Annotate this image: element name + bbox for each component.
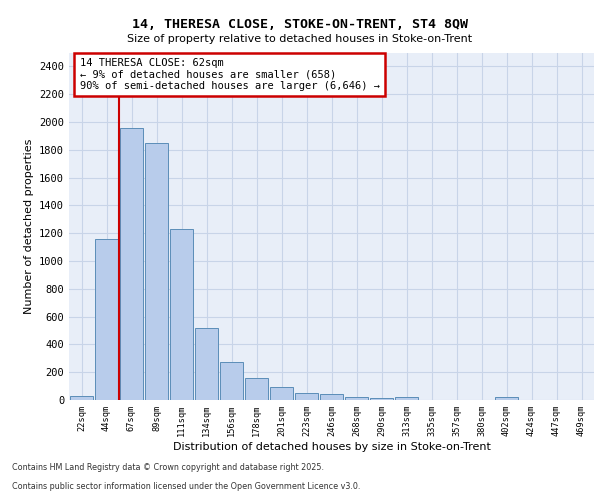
Bar [395, 397, 418, 400]
Text: 14, THERESA CLOSE, STOKE-ON-TRENT, ST4 8QW: 14, THERESA CLOSE, STOKE-ON-TRENT, ST4 8… [132, 18, 468, 30]
Bar [120, 128, 143, 400]
Bar [345, 397, 368, 400]
Bar [145, 143, 168, 400]
Bar [370, 398, 393, 400]
Bar [270, 388, 293, 400]
Text: 14 THERESA CLOSE: 62sqm
← 9% of detached houses are smaller (658)
90% of semi-de: 14 THERESA CLOSE: 62sqm ← 9% of detached… [79, 58, 380, 91]
X-axis label: Distribution of detached houses by size in Stoke-on-Trent: Distribution of detached houses by size … [173, 442, 490, 452]
Bar [295, 394, 318, 400]
Bar [170, 229, 193, 400]
Bar [95, 240, 118, 400]
Bar [245, 378, 268, 400]
Bar [495, 398, 518, 400]
Bar [220, 362, 243, 400]
Bar [320, 394, 343, 400]
Text: Contains public sector information licensed under the Open Government Licence v3: Contains public sector information licen… [12, 482, 361, 491]
Text: Size of property relative to detached houses in Stoke-on-Trent: Size of property relative to detached ho… [127, 34, 473, 44]
Bar [70, 396, 93, 400]
Y-axis label: Number of detached properties: Number of detached properties [23, 138, 34, 314]
Bar [195, 328, 218, 400]
Text: Contains HM Land Registry data © Crown copyright and database right 2025.: Contains HM Land Registry data © Crown c… [12, 464, 324, 472]
